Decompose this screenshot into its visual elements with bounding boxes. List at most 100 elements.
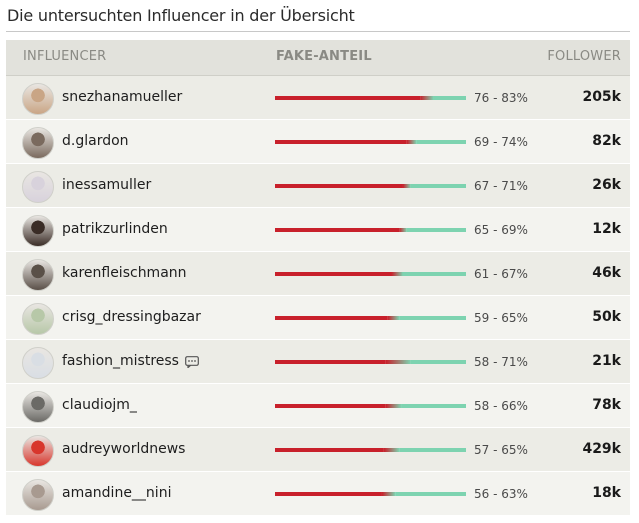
table-row: fashion_mistress 58 - 71% 21k xyxy=(6,340,630,384)
uncertainty-segment xyxy=(391,272,403,276)
fake-segment xyxy=(275,316,388,320)
uncertainty-segment xyxy=(383,448,400,452)
follower-count: 205k xyxy=(582,89,621,105)
fake-share-bar xyxy=(275,228,466,232)
fake-range-label: 65 - 69% xyxy=(474,223,528,237)
influencer-name: snezhanamueller xyxy=(62,89,182,105)
uncertainty-segment xyxy=(385,360,411,364)
fake-share-bar xyxy=(275,140,466,144)
influencer-name: amandine__nini xyxy=(62,485,171,501)
avatar xyxy=(22,215,54,247)
fake-segment xyxy=(275,448,384,452)
table-row: audreyworldnews 57 - 65% 429k xyxy=(6,428,630,472)
follower-count: 21k xyxy=(592,353,621,369)
fake-segment xyxy=(275,140,407,144)
influencer-name-label: snezhanamueller xyxy=(62,89,183,105)
follower-count: 50k xyxy=(592,309,621,325)
fake-range-label: 59 - 65% xyxy=(474,311,528,325)
influencer-name: d.glardon xyxy=(62,133,129,149)
influencer-name: fashion_mistress xyxy=(62,353,199,369)
fake-share-bar xyxy=(275,448,466,452)
follower-count: 82k xyxy=(592,133,621,149)
real-segment xyxy=(433,96,466,100)
fake-share-bar xyxy=(275,492,466,496)
influencer-name-label: inessamuller xyxy=(62,177,152,193)
fake-segment xyxy=(275,96,421,100)
header-follower: FOLLOWER xyxy=(547,49,621,64)
avatar xyxy=(22,171,54,203)
influencer-name-label: crisg_dressingbazar xyxy=(62,309,201,325)
influencer-name-label: fashion_mistress xyxy=(62,353,179,369)
influencer-name: crisg_dressingbazar xyxy=(62,309,201,325)
real-segment xyxy=(406,228,466,232)
uncertainty-segment xyxy=(387,316,400,320)
influencer-name: karenfleischmann xyxy=(62,265,187,281)
fake-segment xyxy=(275,492,382,496)
avatar xyxy=(22,347,54,379)
influencer-name: claudiojm_ xyxy=(62,397,137,413)
table-row: d.glardon 69 - 74% 82k xyxy=(6,120,630,164)
real-segment xyxy=(401,404,466,408)
fake-share-bar xyxy=(275,96,466,100)
uncertainty-segment xyxy=(381,492,396,496)
fake-share-bar xyxy=(275,316,466,320)
real-segment xyxy=(410,184,466,188)
fake-range-label: 76 - 83% xyxy=(474,91,528,105)
follower-count: 46k xyxy=(592,265,621,281)
table-body: snezhanamueller 76 - 83% 205k d.glardon 69 -… xyxy=(6,76,630,516)
uncertainty-segment xyxy=(399,228,407,232)
fake-segment xyxy=(275,404,386,408)
table-header: INFLUENCER FAKE-ANTEIL FOLLOWER xyxy=(6,40,630,76)
table-row: karenfleischmann 61 - 67% 46k xyxy=(6,252,630,296)
uncertainty-segment xyxy=(385,404,402,408)
title-divider xyxy=(6,31,630,32)
influencer-name: audreyworldnews xyxy=(62,441,185,457)
fake-range-label: 58 - 71% xyxy=(474,355,528,369)
follower-count: 18k xyxy=(592,485,621,501)
real-segment xyxy=(399,316,466,320)
avatar xyxy=(22,127,54,159)
influencer-name-label: claudiojm_ xyxy=(62,397,137,413)
influencer-name-label: karenfleischmann xyxy=(62,265,187,281)
fake-share-bar xyxy=(275,272,466,276)
fake-range-label: 61 - 67% xyxy=(474,267,528,281)
comment-icon[interactable] xyxy=(185,356,199,368)
follower-count: 78k xyxy=(592,397,621,413)
fake-segment xyxy=(275,272,392,276)
table-row: claudiojm_ 58 - 66% 78k xyxy=(6,384,630,428)
fake-segment xyxy=(275,228,400,232)
table-row: patrikzurlinden 65 - 69% 12k xyxy=(6,208,630,252)
follower-count: 26k xyxy=(592,177,621,193)
real-segment xyxy=(399,448,466,452)
fake-segment xyxy=(275,184,403,188)
chart-title: Die untersuchten Influencer in der Übers… xyxy=(7,6,355,25)
table-row: snezhanamueller 76 - 83% 205k xyxy=(6,76,630,120)
table-row: crisg_dressingbazar 59 - 65% 50k xyxy=(6,296,630,340)
fake-share-bar xyxy=(275,360,466,364)
influencer-name: inessamuller xyxy=(62,177,151,193)
table-row: amandine__nini 56 - 63% 18k xyxy=(6,472,630,516)
table-row: inessamuller 67 - 71% 26k xyxy=(6,164,630,208)
real-segment xyxy=(410,360,466,364)
fake-range-label: 56 - 63% xyxy=(474,487,528,501)
fake-segment xyxy=(275,360,386,364)
uncertainty-segment xyxy=(406,140,417,144)
follower-count: 429k xyxy=(582,441,621,457)
fake-range-label: 67 - 71% xyxy=(474,179,528,193)
avatar xyxy=(22,259,54,291)
influencer-name-label: patrikzurlinden xyxy=(62,221,168,237)
real-segment xyxy=(402,272,466,276)
header-fake-anteil: FAKE-ANTEIL xyxy=(276,49,372,64)
influencer-name: patrikzurlinden xyxy=(62,221,168,237)
fake-range-label: 69 - 74% xyxy=(474,135,528,149)
fake-share-bar xyxy=(275,404,466,408)
influencer-name-label: audreyworldnews xyxy=(62,441,186,457)
uncertainty-segment xyxy=(420,96,434,100)
fake-share-bar xyxy=(275,184,466,188)
avatar xyxy=(22,303,54,335)
uncertainty-segment xyxy=(402,184,411,188)
follower-count: 12k xyxy=(592,221,621,237)
avatar xyxy=(22,83,54,115)
real-segment xyxy=(416,140,466,144)
influencer-name-label: d.glardon xyxy=(62,133,129,149)
